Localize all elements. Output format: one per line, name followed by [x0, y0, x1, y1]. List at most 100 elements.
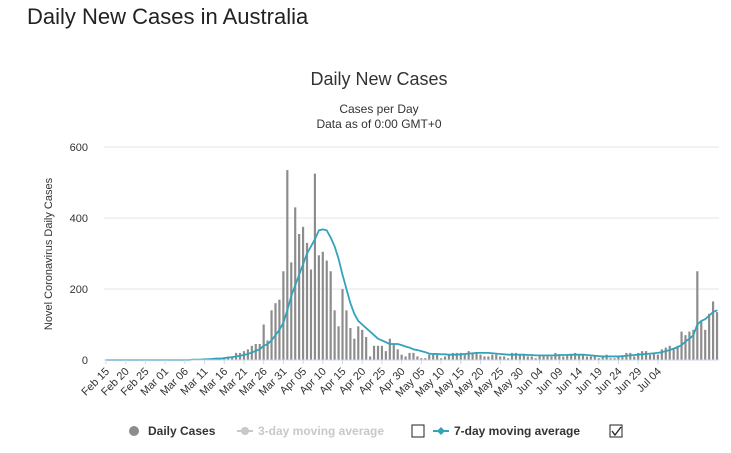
line-point	[452, 354, 454, 356]
line-point	[692, 334, 694, 336]
line-point	[381, 339, 383, 342]
bar	[546, 354, 549, 360]
bar	[633, 356, 636, 360]
line-point	[677, 346, 679, 348]
bar	[305, 242, 309, 360]
bar	[554, 352, 557, 360]
line-point	[645, 353, 647, 355]
bar	[424, 358, 427, 360]
line-point	[633, 354, 635, 356]
line-point	[302, 263, 304, 265]
bar	[447, 354, 451, 360]
bar	[692, 329, 695, 360]
line-point	[590, 354, 592, 356]
line-point	[499, 353, 501, 355]
line-point	[479, 352, 482, 354]
bar	[325, 260, 328, 360]
line-point	[712, 311, 714, 313]
line-point	[472, 352, 474, 354]
line-point	[424, 351, 426, 353]
bar	[443, 356, 447, 360]
line-point	[460, 353, 462, 355]
line-point	[314, 238, 316, 240]
bar	[353, 338, 356, 360]
bar	[349, 328, 352, 360]
line-point	[574, 354, 576, 356]
bar	[455, 352, 458, 360]
line-point	[215, 357, 217, 360]
line-point	[306, 252, 308, 255]
line-point	[598, 355, 600, 357]
bar	[629, 352, 632, 360]
line-circle-icon	[241, 427, 249, 435]
legend-label: 7-day moving average	[454, 424, 580, 438]
checkbox-icon[interactable]	[411, 424, 425, 438]
line-point	[665, 350, 667, 352]
line-point	[298, 274, 300, 276]
bar	[696, 271, 699, 360]
line-point	[294, 284, 296, 287]
bar	[570, 354, 573, 360]
line-point	[231, 356, 233, 358]
bar	[321, 251, 324, 360]
bar	[384, 351, 387, 361]
check-mark-icon	[611, 426, 622, 437]
grid-lines	[104, 146, 719, 361]
line-point	[239, 355, 241, 357]
bar	[274, 303, 277, 360]
bar	[432, 354, 435, 360]
page-title: Daily New Cases in Australia	[27, 4, 309, 29]
bar	[302, 226, 305, 361]
line-point	[649, 353, 651, 355]
line-point	[594, 355, 596, 357]
legend-item-3-day-average[interactable]: 3-day moving average	[237, 424, 384, 438]
line-point	[404, 345, 407, 348]
bar	[428, 354, 431, 360]
bar	[388, 338, 391, 360]
legend-item-7-day-average[interactable]: 7-day moving average	[433, 424, 580, 438]
line-point	[428, 353, 430, 355]
bar	[262, 324, 265, 360]
bar	[408, 352, 411, 360]
checkbox-box	[609, 424, 623, 438]
bar	[467, 351, 470, 361]
line-point	[507, 354, 509, 356]
line-point	[475, 352, 478, 354]
legend-item-daily-cases[interactable]: Daily Cases	[129, 424, 216, 438]
legend: Daily Cases 3-day moving average 7-day mov…	[129, 424, 623, 438]
bar	[416, 356, 419, 360]
line-point	[523, 354, 525, 356]
bar	[404, 356, 407, 360]
bar	[597, 358, 600, 360]
bar-series	[191, 170, 719, 361]
line-point	[696, 323, 698, 326]
bar	[641, 351, 644, 361]
line-point	[539, 354, 541, 356]
y-tick-label: 0	[82, 355, 88, 367]
bar	[503, 356, 506, 360]
line-point	[310, 245, 312, 247]
line-point	[353, 313, 355, 315]
bar	[290, 262, 293, 361]
checkbox-checked-icon[interactable]	[609, 424, 623, 438]
bar	[372, 345, 376, 360]
line-point	[286, 309, 288, 311]
line-point	[515, 354, 517, 356]
bar	[329, 271, 332, 360]
line-point	[602, 355, 604, 358]
bar	[715, 312, 719, 360]
line-point	[365, 327, 367, 329]
y-tick-label: 600	[70, 142, 88, 154]
chart-subtitle: Cases per Day	[339, 102, 418, 116]
line-point	[621, 355, 624, 357]
bar	[282, 271, 285, 360]
bar	[333, 310, 336, 360]
line-point	[708, 315, 710, 317]
line-point	[546, 354, 549, 356]
bar	[479, 354, 482, 360]
y-tick-label: 400	[70, 213, 88, 225]
line-point	[613, 355, 616, 358]
bar	[530, 356, 533, 360]
bar	[436, 354, 439, 360]
